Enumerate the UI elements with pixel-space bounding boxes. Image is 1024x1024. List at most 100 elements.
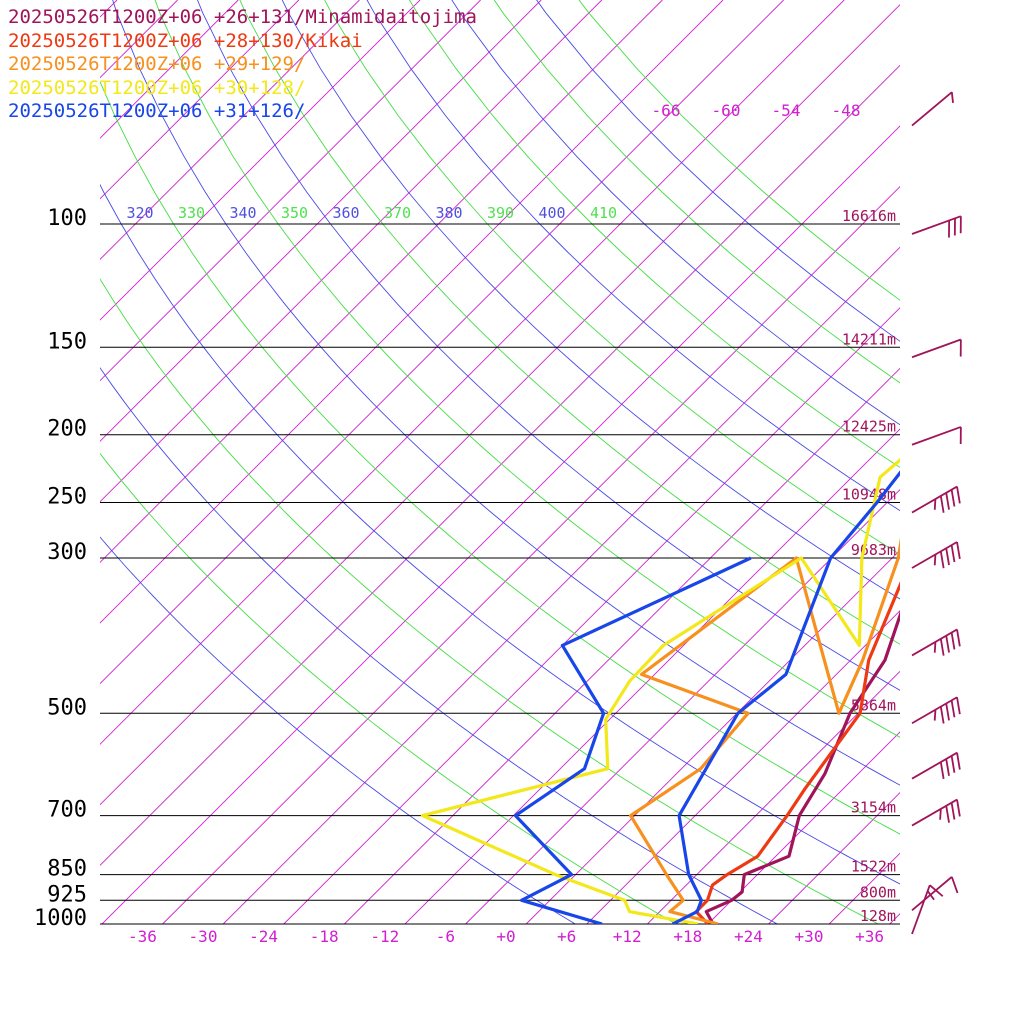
- isotherm-line: [344, 367, 900, 924]
- chart-legend: 20250526T1200Z+06 +26+131/Minamidaitojim…: [8, 6, 477, 124]
- wind-barb: [911, 798, 961, 827]
- isotherm-line: [465, 488, 900, 924]
- x-tick-label: -24: [249, 927, 278, 946]
- legend-entry: 20250526T1200Z+06 +31+126/: [8, 100, 306, 122]
- pressure-label: 250: [47, 485, 87, 510]
- wind-barb: [911, 696, 961, 725]
- theta-label: 410: [590, 204, 617, 222]
- legend-entry: 20250526T1200Z+06 +29+129/: [8, 53, 306, 75]
- wind-barb: [911, 751, 961, 780]
- series-line: [513, 556, 752, 924]
- height-label: 10948m: [842, 486, 896, 504]
- theta-label: 350: [281, 204, 308, 222]
- dry-adiabat-line: [536, 0, 900, 342]
- x-tick-label: +36: [855, 927, 884, 946]
- isotherm-line: [100, 0, 178, 79]
- isotherm-line: [100, 0, 724, 624]
- pressure-label: 200: [47, 417, 87, 442]
- isotherm-line: [707, 731, 900, 924]
- isotherm-line: [647, 670, 900, 924]
- series-line: [704, 610, 900, 924]
- isotherm-label: -48: [832, 101, 861, 120]
- isotherm-line: [404, 428, 900, 924]
- isotherm-line: [100, 0, 784, 685]
- isotherm-line: [283, 307, 900, 924]
- height-label: 16616m: [842, 207, 896, 225]
- dry-adiabat-line: [239, 0, 900, 645]
- x-tick-label: -6: [436, 927, 455, 946]
- isotherm-line: [100, 64, 900, 867]
- isotherm-line: [889, 913, 900, 924]
- dry-adiabat-line: [100, 536, 577, 924]
- isotherm-line: [100, 0, 481, 382]
- dry-adiabat-line: [100, 367, 779, 924]
- x-tick-label: +24: [734, 927, 763, 946]
- isotherm-line: [100, 0, 360, 261]
- height-label: 9683m: [851, 541, 896, 559]
- pressure-label: 850: [47, 857, 87, 882]
- x-tick-label: +0: [496, 927, 515, 946]
- isotherm-line: [100, 0, 845, 745]
- wind-barb: [911, 215, 962, 238]
- x-tick-label: +12: [613, 927, 642, 946]
- isotherm-line: [1011, 0, 1024, 924]
- dry-adiabat-line: [408, 0, 900, 468]
- isotherm-line: [162, 185, 900, 924]
- legend-entry: 20250526T1200Z+06 +28+130/Kikai: [8, 29, 363, 52]
- x-tick-label: -18: [310, 927, 339, 946]
- isotherm-line: [222, 246, 900, 924]
- pressure-label: 100: [47, 206, 87, 231]
- wind-barb: [911, 91, 954, 127]
- height-label: 3154m: [851, 799, 896, 817]
- pressure-label: 700: [47, 798, 87, 823]
- x-tick-label: +30: [795, 927, 824, 946]
- x-tick-label: +18: [673, 927, 702, 946]
- theta-label: 370: [384, 204, 411, 222]
- isotherm-line: [100, 0, 421, 321]
- dry-adiabat-line: [493, 0, 900, 384]
- series-line: [420, 458, 900, 924]
- theta-label: 360: [332, 204, 359, 222]
- isotherm-line: [100, 0, 603, 503]
- pressure-label: 150: [47, 329, 87, 354]
- series-line: [671, 470, 900, 924]
- series-line: [629, 537, 900, 924]
- dry-adiabat-line: [578, 0, 900, 301]
- wind-barb: [911, 426, 962, 446]
- isotherm-line: [525, 549, 900, 924]
- isotherm-line: [100, 0, 118, 18]
- isotherm-line: [0, 0, 56, 924]
- wind-barb: [911, 884, 944, 935]
- legend-entry: 20250526T1200Z+06 +26+131/Minamidaitojim…: [8, 6, 477, 28]
- isotherm-line: [100, 0, 663, 564]
- pressure-label: 300: [47, 540, 87, 565]
- isotherm-line: [100, 4, 900, 806]
- x-tick-label: +6: [557, 927, 576, 946]
- dry-adiabat-line: [281, 0, 900, 600]
- wind-barbs: [911, 91, 962, 935]
- x-tick-label: -36: [128, 927, 157, 946]
- isotherm-label: -66: [652, 101, 681, 120]
- x-tick-label: -12: [370, 927, 399, 946]
- dry-adiabat-line: [100, 452, 678, 924]
- isotherm-line: [100, 0, 542, 442]
- height-label: 12425m: [842, 418, 896, 436]
- pressure-label: 925: [47, 882, 87, 907]
- series-line: [694, 581, 900, 924]
- isotherm-line: [828, 852, 900, 924]
- wind-barb: [911, 338, 962, 359]
- isotherm-line: [101, 125, 900, 924]
- height-label: 1522m: [851, 858, 896, 876]
- isobars: [100, 223, 900, 925]
- theta-label: 400: [538, 204, 565, 222]
- height-label: 14211m: [842, 330, 896, 348]
- theta-label: 320: [126, 204, 153, 222]
- theta-label: 330: [178, 204, 205, 222]
- wind-barb: [911, 876, 959, 911]
- theta-label: 390: [487, 204, 514, 222]
- theta-label: 380: [435, 204, 462, 222]
- height-label: 800m: [860, 883, 896, 901]
- pressure-label: 500: [47, 695, 87, 720]
- wind-barb: [911, 628, 961, 657]
